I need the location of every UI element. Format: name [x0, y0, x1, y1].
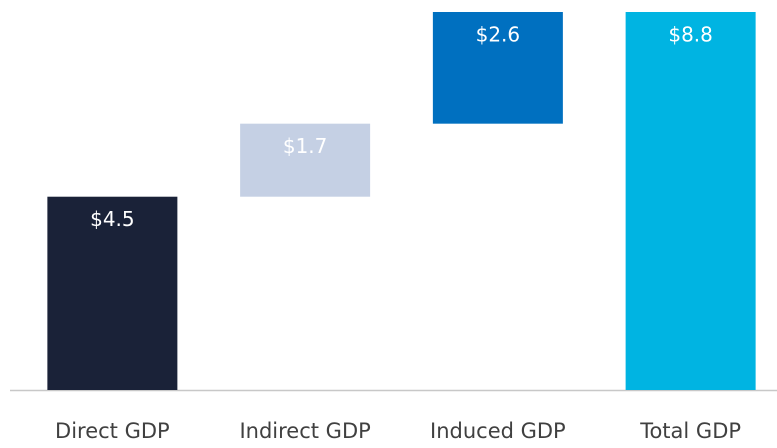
x-tick-label: Indirect GDP	[239, 419, 370, 443]
x-tick-label: Induced GDP	[430, 419, 566, 443]
bar	[432, 12, 563, 124]
bar	[47, 196, 178, 390]
value-label: $1.7	[283, 134, 328, 158]
value-label: $4.5	[90, 207, 135, 231]
bar	[240, 123, 371, 197]
bar	[625, 12, 756, 390]
value-label: $8.8	[668, 23, 713, 47]
value-label: $2.6	[476, 23, 521, 47]
x-tick-label: Direct GDP	[55, 419, 170, 443]
x-tick-label: Total GDP	[639, 419, 741, 443]
